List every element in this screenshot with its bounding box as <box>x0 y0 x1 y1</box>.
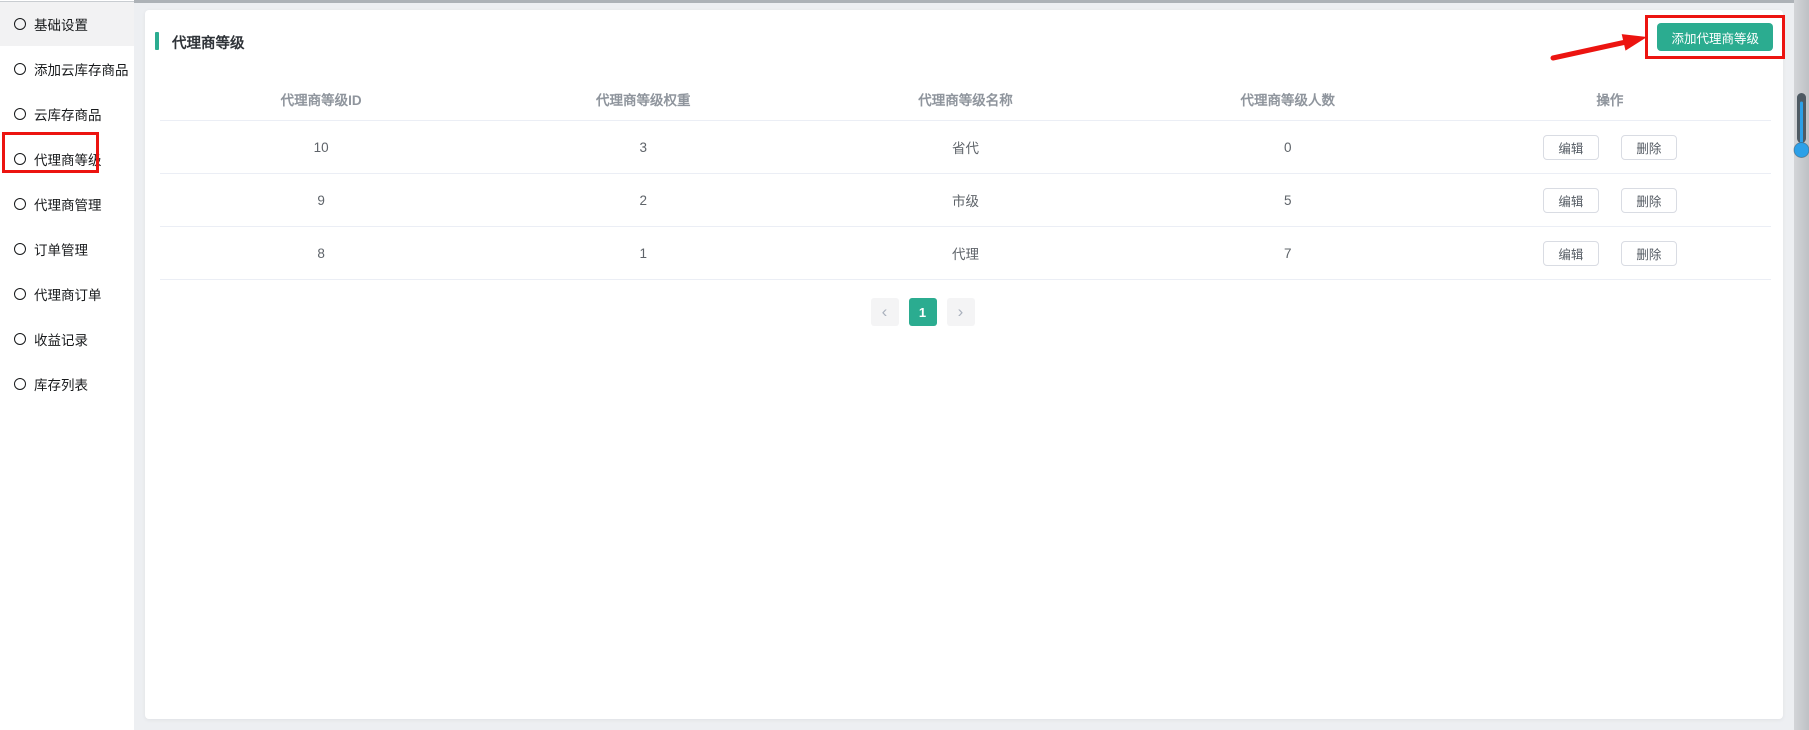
cell-level-weight: 3 <box>639 139 648 155</box>
delete-button[interactable]: 删除 <box>1620 134 1677 160</box>
circle-outline-icon <box>14 152 26 165</box>
sidebar-item-label: 代理商订单 <box>34 287 102 303</box>
page-title: 代理商等级 <box>172 36 245 52</box>
prev-page-button[interactable]: ‹ <box>870 298 899 326</box>
circle-outline-icon <box>14 107 26 120</box>
table-row: 8 1 代理 7 编辑 删除 <box>160 227 1771 280</box>
title-accent-bar <box>155 32 159 50</box>
sidebar-item-label: 云库存商品 <box>34 107 102 123</box>
cell-level-id: 10 <box>313 139 329 155</box>
table-header-cell: 代理商等级人数 <box>1240 92 1335 108</box>
cell-level-count: 7 <box>1283 245 1292 261</box>
edit-button[interactable]: 编辑 <box>1542 134 1599 160</box>
cell-operations: 编辑 删除 <box>1449 227 1771 279</box>
sidebar-item-label: 添加云库存商品 <box>34 62 129 78</box>
top-edge-strip <box>130 0 1809 3</box>
table-body: 10 3 省代 0 编辑 删除 9 2 市级 5 编辑 <box>160 121 1771 280</box>
cell-level-weight: 2 <box>639 192 648 208</box>
sidebar-item-label: 代理商管理 <box>34 197 102 213</box>
table-row: 9 2 市级 5 编辑 删除 <box>160 174 1771 227</box>
next-page-button[interactable]: › <box>946 298 975 326</box>
cell-level-name: 省代 <box>952 141 979 156</box>
circle-outline-icon <box>14 332 26 345</box>
cell-level-count: 0 <box>1283 139 1292 155</box>
table-header-cell: 代理商等级名称 <box>918 92 1013 108</box>
cell-operations: 编辑 删除 <box>1449 121 1771 173</box>
sidebar: 基础设置 添加云库存商品 云库存商品 代理商等级 代理商管理 <box>0 0 134 730</box>
sidebar-item-label: 收益记录 <box>34 332 88 348</box>
sidebar-item-label: 库存列表 <box>34 377 88 393</box>
cell-level-id: 9 <box>317 192 325 208</box>
cell-level-id: 8 <box>317 245 325 261</box>
sidebar-item-label: 代理商等级 <box>34 152 102 168</box>
cell-level-name: 市级 <box>952 194 979 209</box>
delete-button[interactable]: 删除 <box>1620 240 1677 266</box>
cell-operations: 编辑 删除 <box>1449 174 1771 226</box>
edit-button[interactable]: 编辑 <box>1542 240 1599 266</box>
circle-outline-icon <box>14 18 26 30</box>
sidebar-item[interactable]: 代理商订单 <box>0 271 134 316</box>
circle-outline-icon <box>14 287 26 300</box>
circle-outline-icon <box>14 197 26 210</box>
content-card: 代理商等级 添加代理商等级 代理商等级ID 代理商等级权重 代理商等级名称 代理… <box>145 10 1783 719</box>
sidebar-item[interactable]: 添加云库存商品 <box>0 46 134 91</box>
delete-button[interactable]: 删除 <box>1620 187 1677 213</box>
sidebar-item-label: 基础设置 <box>34 18 88 33</box>
sidebar-item[interactable]: 收益记录 <box>0 316 134 361</box>
chevron-left-icon: ‹ <box>881 301 888 321</box>
chevron-right-icon: › <box>957 301 964 321</box>
table-header-cell: 代理商等级ID <box>280 92 362 108</box>
cell-level-weight: 1 <box>639 245 648 261</box>
table-row: 10 3 省代 0 编辑 删除 <box>160 121 1771 174</box>
sidebar-item[interactable]: 云库存商品 <box>0 91 134 136</box>
circle-outline-icon <box>14 377 26 390</box>
sidebar-item[interactable]: 订单管理 <box>0 226 134 271</box>
circle-outline-icon <box>14 62 26 75</box>
card-header: 代理商等级 添加代理商等级 <box>145 10 1783 60</box>
table-header-cell: 操作 <box>1596 92 1624 108</box>
cell-level-name: 代理 <box>952 247 979 262</box>
sidebar-menu: 基础设置 添加云库存商品 云库存商品 代理商等级 代理商管理 <box>0 0 134 406</box>
sidebar-item[interactable]: 代理商管理 <box>0 181 134 226</box>
scrollbar-track[interactable] <box>1794 0 1809 730</box>
thermometer-scroll-indicator-icon[interactable] <box>1791 88 1809 163</box>
table-header-cell: 代理商等级权重 <box>596 92 691 108</box>
edit-button[interactable]: 编辑 <box>1542 187 1599 213</box>
sidebar-item[interactable]: 代理商等级 <box>0 136 134 181</box>
agent-level-table: 代理商等级ID 代理商等级权重 代理商等级名称 代理商等级人数 操作 10 3 … <box>160 60 1771 326</box>
add-agent-level-button[interactable]: 添加代理商等级 <box>1657 23 1773 51</box>
sidebar-item[interactable]: 库存列表 <box>0 361 134 406</box>
circle-outline-icon <box>14 242 26 255</box>
cell-level-count: 5 <box>1283 192 1292 208</box>
sidebar-item[interactable]: 基础设置 <box>0 1 134 46</box>
sidebar-item-label: 订单管理 <box>34 242 88 258</box>
current-page-button[interactable]: 1 <box>908 298 937 326</box>
pagination: ‹ 1 › <box>117 298 1728 326</box>
table-header-row: 代理商等级ID 代理商等级权重 代理商等级名称 代理商等级人数 操作 <box>160 60 1771 121</box>
